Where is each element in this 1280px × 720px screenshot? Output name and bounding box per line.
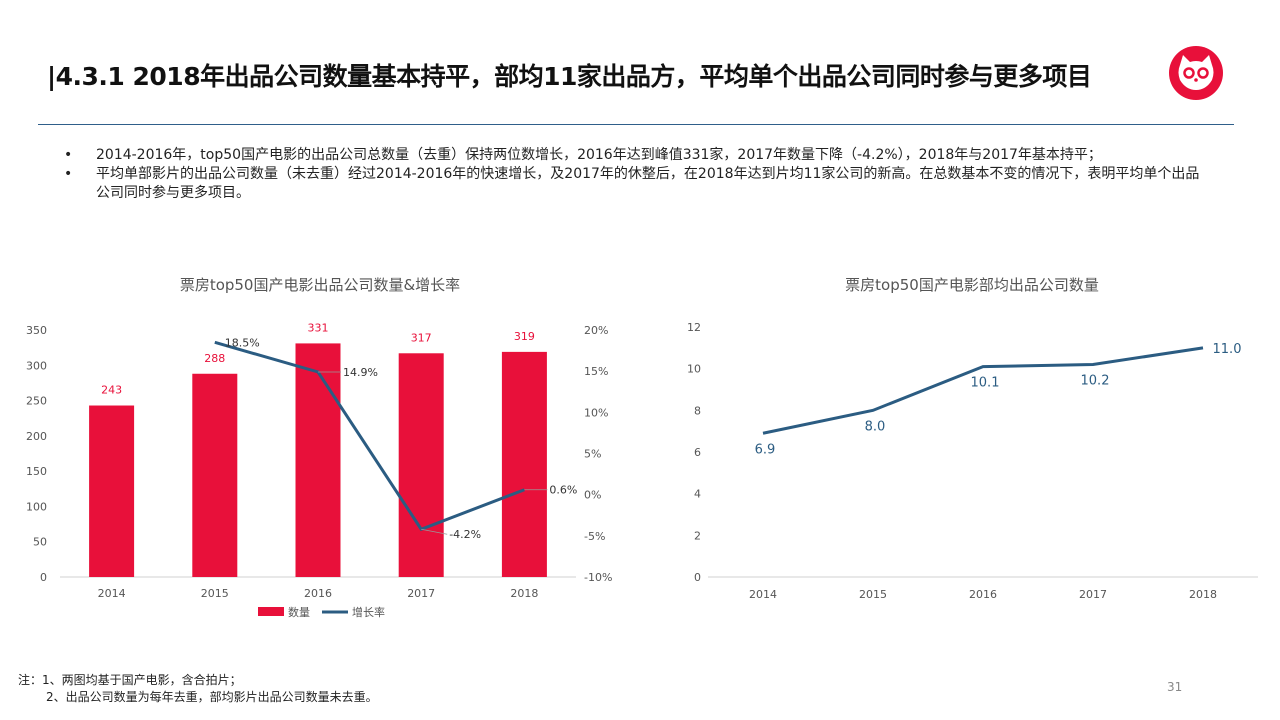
avg-companies-line xyxy=(762,346,1204,435)
y2-tick-label: 5% xyxy=(584,448,601,461)
bullet-item: • 2014-2016年，top50国产电影的出品公司总数量（去重）保持两位数增… xyxy=(64,146,1204,165)
y2-tick-label: 0% xyxy=(584,489,601,502)
y-tick-label: 8 xyxy=(694,404,701,417)
data-label-leader xyxy=(421,528,448,535)
y-tick-label: 50 xyxy=(33,536,47,549)
y2-tick-label: 15% xyxy=(584,365,608,378)
cat-logo-icon xyxy=(1169,46,1223,100)
y-tick-label: 6 xyxy=(694,446,701,459)
x-tick-label: 2017 xyxy=(407,587,435,600)
line-data-label: 6.9 xyxy=(755,442,776,457)
y-tick-label: 0 xyxy=(694,571,701,584)
line-data-label: 14.9% xyxy=(343,366,378,379)
page-number: 31 xyxy=(1167,680,1183,694)
bar xyxy=(89,405,135,577)
x-tick-label: 2014 xyxy=(98,587,126,600)
y2-tick-label: -10% xyxy=(584,571,612,584)
line-data-label: 18.5% xyxy=(225,336,260,349)
bullet-item: • 平均单部影片的出品公司数量（未去重）经过2014-2016年的快速增长，及2… xyxy=(64,165,1204,203)
line-data-label: 11.0 xyxy=(1213,342,1242,357)
x-tick-label: 2018 xyxy=(1189,588,1217,601)
y2-tick-label: -5% xyxy=(584,530,605,543)
y-tick-label: 2 xyxy=(694,529,701,542)
y-tick-label: 250 xyxy=(26,395,47,408)
x-tick-label: 2015 xyxy=(859,588,887,601)
x-tick-label: 2015 xyxy=(201,587,229,600)
bar-data-label: 331 xyxy=(308,321,329,334)
y-tick-label: 350 xyxy=(26,324,47,337)
bullet-text: 平均单部影片的出品公司数量（未去重）经过2014-2016年的快速增长，及201… xyxy=(96,166,1200,201)
growth-line xyxy=(214,340,525,532)
y2-tick-label: 20% xyxy=(584,324,608,337)
bar xyxy=(295,343,341,577)
chart-company-count-growth: 票房top50国产电影出品公司数量&增长率 0 50 100 150 200 250 300 3… xyxy=(26,276,612,619)
footnote-2: 2、出品公司数量为每年去重，部均影片出品公司数量未去重。 xyxy=(46,690,378,704)
x-tick-label: 2014 xyxy=(749,588,777,601)
y-tick-label: 200 xyxy=(26,430,47,443)
y-tick-label: 100 xyxy=(26,500,47,513)
line-data-label: 0.6% xyxy=(549,484,577,497)
bullet-dot: • xyxy=(64,166,73,182)
legend-label: 数量 xyxy=(288,606,310,619)
y-tick-label: 10 xyxy=(687,363,701,376)
legend-swatch-bar xyxy=(258,607,284,616)
legend-label: 增长率 xyxy=(352,605,385,619)
x-tick-label: 2017 xyxy=(1079,588,1107,601)
y-tick-label: 0 xyxy=(40,571,47,584)
line-data-label: 10.1 xyxy=(971,376,1000,391)
bar-data-label: 317 xyxy=(411,331,432,344)
bullet-dot: • xyxy=(64,147,73,163)
bar xyxy=(398,353,444,577)
y-tick-label: 12 xyxy=(687,321,701,334)
chart-avg-companies-per-film: 票房top50国产电影部均出品公司数量 0 2 4 6 8 10 12 2014 2015 2016… xyxy=(687,276,1258,601)
chart-title: 票房top50国产电影部均出品公司数量 xyxy=(845,276,1099,294)
bar xyxy=(192,373,238,577)
y2-tick-label: 10% xyxy=(584,406,608,419)
bar-data-label: 319 xyxy=(514,330,535,343)
bullet-list: • 2014-2016年，top50国产电影的出品公司总数量（去重）保持两位数增… xyxy=(64,146,1204,203)
bar xyxy=(501,351,547,577)
chart-title: 票房top50国产电影出品公司数量&增长率 xyxy=(180,276,460,294)
footnote-1: 注：1、两图均基于国产电影，含合拍片； xyxy=(18,673,242,687)
line-data-label: 8.0 xyxy=(865,419,886,434)
bar-data-label: 288 xyxy=(204,352,225,365)
y-tick-label: 150 xyxy=(26,465,47,478)
bullet-text: 2014-2016年，top50国产电影的出品公司总数量（去重）保持两位数增长，… xyxy=(96,147,1102,163)
x-tick-label: 2016 xyxy=(304,587,332,600)
title-divider xyxy=(38,124,1234,125)
x-tick-label: 2016 xyxy=(969,588,997,601)
bar-data-label: 243 xyxy=(101,384,122,397)
x-tick-label: 2018 xyxy=(510,587,538,600)
y-tick-label: 4 xyxy=(694,488,701,501)
line-data-label: 10.2 xyxy=(1081,374,1110,389)
page-title: |4.3.1 2018年出品公司数量基本持平，部均11家出品方，平均单个出品公司… xyxy=(47,62,1092,91)
y-tick-label: 300 xyxy=(26,359,47,372)
footnotes: 注：1、两图均基于国产电影，含合拍片； 2、出品公司数量为每年去重，部均影片出品… xyxy=(18,672,378,706)
line-data-label: -4.2% xyxy=(449,528,481,541)
